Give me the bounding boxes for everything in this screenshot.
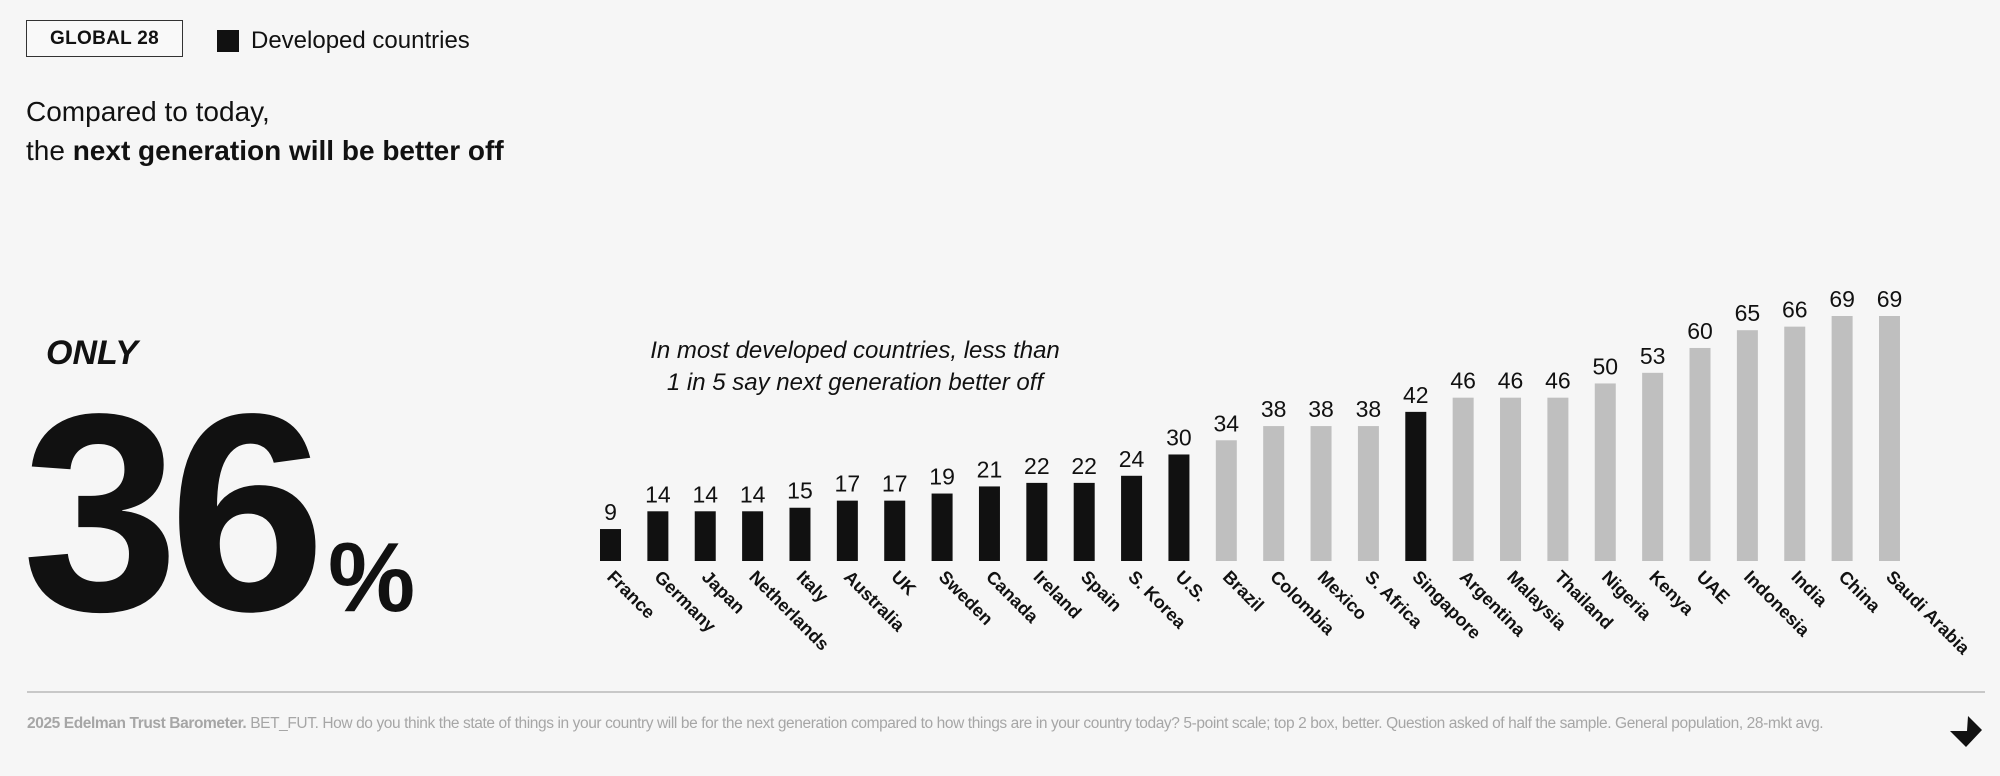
category-label-brazil: Brazil — [1219, 567, 1268, 616]
bar-colombia — [1263, 426, 1285, 561]
title-line-1: Compared to today, — [26, 96, 270, 127]
bar-india — [1784, 326, 1806, 561]
value-label-japan: 14 — [692, 481, 718, 507]
value-label-uae: 60 — [1687, 318, 1713, 344]
value-label-mexico: 38 — [1308, 396, 1334, 422]
value-label-sweden: 19 — [929, 464, 955, 490]
value-label-malaysia: 46 — [1498, 368, 1524, 394]
bar-u-s — [1168, 454, 1190, 561]
callout-unit: % — [328, 522, 416, 632]
value-label-saudi-arabia: 69 — [1877, 286, 1903, 312]
category-label-uk: UK — [887, 567, 920, 600]
value-label-u-s: 30 — [1166, 424, 1192, 450]
value-label-china: 69 — [1829, 286, 1855, 312]
source-footnote: 2025 Edelman Trust Barometer. BET_FUT. H… — [27, 713, 1897, 735]
value-label-italy: 15 — [787, 478, 813, 504]
bar-uk — [884, 500, 906, 561]
bar-singapore — [1405, 411, 1427, 561]
legend-label-developed: Developed countries — [251, 27, 470, 54]
bar-argentina — [1452, 397, 1474, 561]
value-label-india: 66 — [1782, 297, 1808, 323]
value-label-ireland: 22 — [1024, 453, 1050, 479]
bar-s-korea — [1121, 475, 1143, 561]
bar-japan — [694, 511, 716, 561]
category-label-uae: UAE — [1693, 567, 1734, 608]
title-line-2-prefix: the — [26, 135, 73, 166]
bar-spain — [1073, 482, 1095, 561]
callout-qualifier: ONLY — [46, 334, 138, 372]
value-label-uk: 17 — [882, 471, 908, 497]
bar-france — [600, 529, 621, 561]
value-label-australia: 17 — [835, 471, 861, 497]
value-label-indonesia: 65 — [1735, 300, 1761, 326]
title-line-2: the next generation will be better off — [26, 131, 504, 170]
value-label-argentina: 46 — [1450, 368, 1476, 394]
bar-brazil — [1215, 440, 1237, 561]
value-label-spain: 22 — [1071, 453, 1097, 479]
bar-sweden — [931, 493, 953, 561]
value-label-s-korea: 24 — [1119, 446, 1145, 472]
footer-divider — [27, 691, 1985, 693]
value-label-brazil: 34 — [1214, 410, 1240, 436]
category-label-saudi-arabia: Saudi Arabia — [1882, 567, 1974, 659]
value-label-canada: 21 — [977, 456, 1003, 482]
annotation-line-2: 1 in 5 say next generation better off — [666, 369, 1044, 396]
value-label-colombia: 38 — [1261, 396, 1287, 422]
value-label-netherlands: 14 — [740, 481, 766, 507]
category-label-india: India — [1787, 567, 1832, 612]
legend-swatch-developed — [217, 30, 239, 52]
source-title: 2025 Edelman Trust Barometer. — [27, 715, 247, 732]
bar-chart: 9France14Germany14Japan14Netherlands15It… — [600, 286, 1974, 659]
bar-saudi-arabia — [1878, 316, 1900, 561]
value-label-france: 9 — [604, 499, 617, 525]
bar-canada — [978, 486, 1000, 561]
bar-ireland — [1026, 482, 1048, 561]
bar-mexico — [1310, 426, 1332, 561]
chart-title: Compared to today, the next generation w… — [26, 92, 504, 170]
bar-china — [1831, 316, 1853, 561]
bar-kenya — [1642, 372, 1664, 561]
bar-australia — [836, 500, 858, 561]
bar-indonesia — [1736, 330, 1758, 561]
value-label-singapore: 42 — [1403, 382, 1429, 408]
value-label-nigeria: 50 — [1592, 353, 1618, 379]
category-label-italy: Italy — [793, 567, 833, 607]
category-label-u-s: U.S. — [1172, 567, 1211, 606]
arrow-down-right-glyph — [1950, 716, 1982, 747]
chart-annotation: In most developed countries, less than 1… — [580, 335, 1130, 399]
value-label-germany: 14 — [645, 481, 671, 507]
value-label-thailand: 46 — [1545, 368, 1571, 394]
chart-legend: Developed countries — [217, 27, 470, 55]
bar-germany — [647, 511, 669, 561]
title-line-2-emphasis: next generation will be better off — [72, 135, 504, 166]
value-label-kenya: 53 — [1640, 343, 1666, 369]
bar-netherlands — [742, 511, 764, 561]
bar-thailand — [1547, 397, 1569, 561]
source-text: BET_FUT. How do you think the state of t… — [246, 715, 1824, 732]
bar-malaysia — [1500, 397, 1522, 561]
arrow-down-right-icon[interactable] — [1944, 710, 1984, 750]
category-label-france: France — [603, 567, 659, 623]
value-label-s-africa: 38 — [1356, 396, 1382, 422]
annotation-line-1: In most developed countries, less than — [650, 337, 1060, 364]
category-label-china: China — [1835, 567, 1885, 617]
bar-s-africa — [1357, 426, 1379, 561]
bar-nigeria — [1594, 383, 1616, 561]
region-badge: GLOBAL 28 — [26, 20, 183, 57]
bar-uae — [1689, 347, 1711, 561]
bar-italy — [789, 507, 811, 561]
callout-value: 36 — [22, 355, 326, 670]
